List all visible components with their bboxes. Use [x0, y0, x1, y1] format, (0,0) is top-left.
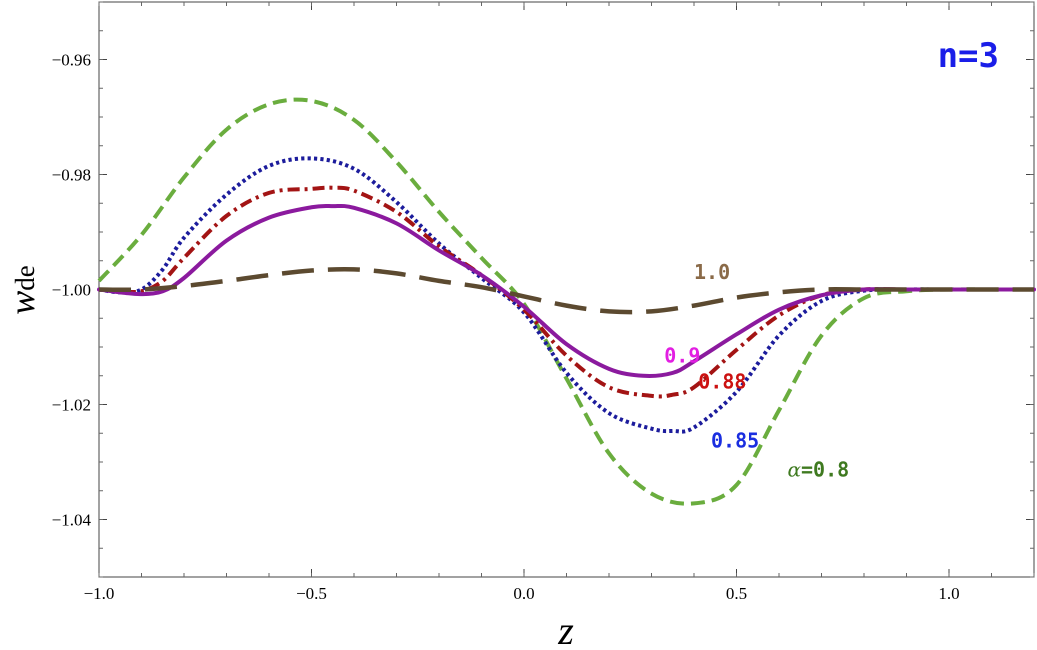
x-tick-label: 0.0 — [513, 584, 534, 603]
svg-text:wde: wde — [2, 265, 42, 315]
series-line-alpha-0_85 — [98, 156, 1034, 434]
x-tick-label: −1.0 — [84, 584, 115, 603]
series-label-alpha-1_0: 1.0 — [694, 260, 730, 284]
y-tick-label: −0.96 — [52, 51, 91, 70]
series-label-alpha-0_8: α=0.8 — [788, 457, 850, 481]
y-axis-title: wde — [2, 265, 42, 315]
series-label-alpha-0_88: 0.88 — [698, 369, 746, 393]
axis-ticks: −1.0 −0.5 0.0 0.5 1.0 −0.96 −0.98 −1.00 −1.02 −1.… — [52, 1, 1035, 603]
y-tick-label: −1.04 — [52, 511, 92, 530]
alpha-symbol: α — [788, 457, 802, 481]
y-axis-title-w: w — [2, 291, 42, 315]
series-label-value: =0.8 — [801, 457, 849, 481]
series-labels: α=0.8 0.85 0.880.9 1.0 — [664, 260, 849, 481]
series-label-alpha-0_9: 0.9 — [664, 344, 700, 368]
x-tick-label: −0.5 — [296, 584, 327, 603]
x-tick-label: 1.0 — [938, 584, 959, 603]
y-tick-label: −0.98 — [52, 166, 91, 185]
y-tick-label: −1.00 — [52, 281, 91, 300]
series-line-alpha-1_0 — [98, 266, 1034, 315]
series-line-alpha-0_9 — [97, 203, 1036, 378]
x-axis-title: z — [557, 608, 574, 650]
y-tick-label: −1.02 — [52, 396, 91, 415]
series-curves — [97, 97, 1036, 506]
x-tick-label: 0.5 — [726, 584, 747, 603]
y-axis-title-sub: de — [10, 265, 40, 291]
n-annotation: n=3 — [938, 36, 999, 76]
series-label-alpha-0_85: 0.85 — [711, 429, 759, 453]
series-line-alpha-0_88 — [98, 185, 1034, 399]
series-line-alpha-0_8 — [97, 97, 1034, 506]
